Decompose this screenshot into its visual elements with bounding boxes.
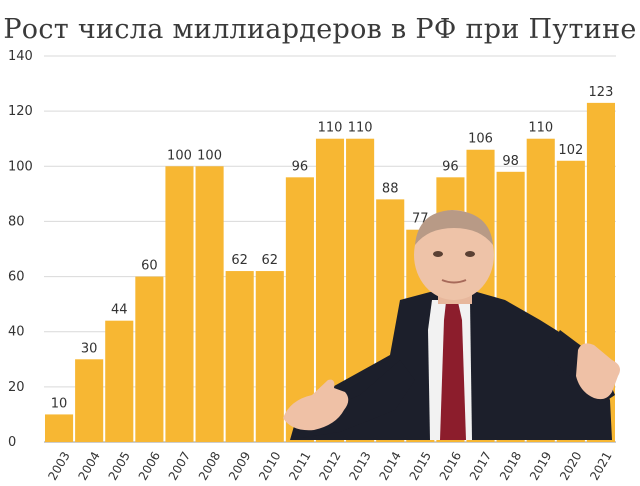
data-label-2012: 110 (318, 121, 343, 136)
person-photo-icon (283, 210, 620, 440)
data-label-2019: 110 (528, 121, 553, 136)
y-tick-label: 140 (8, 49, 33, 64)
data-label-2008: 100 (197, 148, 222, 163)
y-tick-label: 60 (8, 270, 25, 285)
data-label-2009: 62 (231, 253, 248, 268)
y-tick-label: 100 (8, 159, 33, 174)
bar-2010 (255, 271, 284, 442)
data-label-2007: 100 (167, 148, 192, 163)
data-label-2014: 88 (382, 181, 399, 196)
data-label-2011: 96 (292, 159, 309, 174)
bar-2006 (135, 276, 164, 442)
data-label-2020: 102 (558, 143, 583, 158)
x-tick-label-2013: 2013 (346, 449, 373, 482)
data-label-2003: 10 (51, 396, 68, 411)
data-label-2010: 62 (262, 253, 279, 268)
x-tick-label-2009: 2009 (226, 449, 253, 482)
data-label-2005: 44 (111, 303, 128, 318)
x-tick-label-2011: 2011 (286, 449, 313, 482)
x-tick-label-2014: 2014 (377, 449, 404, 482)
x-tick-label-2010: 2010 (256, 449, 283, 482)
x-tick-label-2006: 2006 (136, 449, 163, 482)
x-tick-label-2008: 2008 (196, 449, 223, 482)
data-label-2006: 60 (141, 259, 158, 274)
x-tick-label-2018: 2018 (497, 449, 524, 482)
x-tick-label-2015: 2015 (407, 449, 434, 482)
y-axis-ticks: 0 20 40 60 80 100 120 140 (8, 49, 33, 450)
chart-title: Рост числа миллиардеров в РФ при Путине (3, 14, 637, 45)
y-tick-label: 120 (8, 104, 33, 119)
x-tick-label-2016: 2016 (437, 449, 464, 482)
x-axis-ticks: 2003 2004 2005 2006 2007 2008 2009 2010 2011 2012… (45, 449, 614, 482)
data-label-2017: 106 (468, 132, 493, 147)
x-tick-label-2017: 2017 (467, 449, 494, 482)
x-tick-label-2020: 2020 (557, 449, 584, 482)
bar-2004 (75, 359, 104, 442)
y-tick-label: 80 (8, 214, 25, 229)
watermark-text: forbes.ru © burckina-new.livejournal.com (85, 67, 552, 92)
x-tick-label-2003: 2003 (45, 449, 72, 482)
bar-2005 (105, 320, 134, 442)
x-tick-label-2019: 2019 (527, 449, 554, 482)
data-label-2013: 110 (348, 121, 373, 136)
bar-2009 (225, 271, 254, 442)
x-tick-label-2005: 2005 (106, 449, 133, 482)
x-tick-label-2021: 2021 (587, 449, 614, 482)
y-tick-label: 20 (8, 380, 25, 395)
bar-2007 (165, 166, 194, 443)
data-label-2016: 96 (442, 159, 459, 174)
bar-2008 (195, 166, 224, 443)
x-tick-label-2012: 2012 (316, 449, 343, 482)
bar-2003 (45, 414, 74, 442)
data-label-2018: 98 (502, 154, 519, 169)
y-tick-label: 0 (8, 435, 16, 450)
x-tick-label-2007: 2007 (166, 449, 193, 482)
data-label-2004: 30 (81, 341, 98, 356)
y-tick-label: 40 (8, 325, 25, 340)
x-tick-label-2004: 2004 (75, 449, 102, 482)
data-label-2021: 123 (589, 85, 614, 100)
